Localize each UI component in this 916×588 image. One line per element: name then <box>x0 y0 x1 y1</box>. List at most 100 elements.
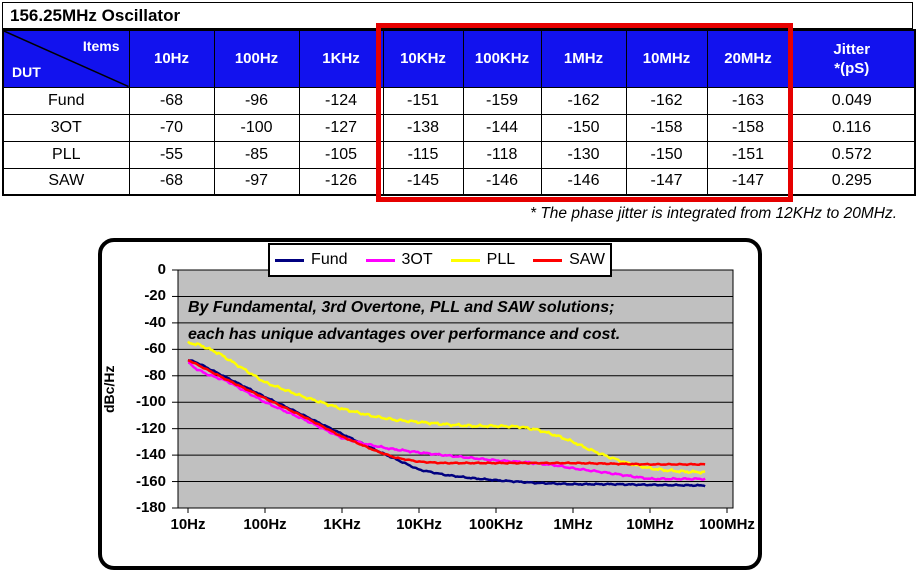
table-header-row: Items DUT 10Hz 100Hz 1KHz 10KHz 100KHz 1… <box>2 29 916 88</box>
cell-saw-20mhz: -147 <box>706 167 790 196</box>
cell-saw-10hz: -68 <box>128 167 215 196</box>
cell-pll-1khz: -105 <box>298 140 384 169</box>
cell-pll-1mhz: -130 <box>540 140 627 169</box>
phase-noise-chart: dBc/Hz Fund 3OT PLL SAW By Fundamental, … <box>98 238 762 570</box>
table-row-pll: PLL -55 -85 -105 -115 -118 -130 -150 -15… <box>2 140 916 169</box>
y-axis-tick-label: -120 <box>135 419 166 437</box>
row-label-3ot: 3OT <box>2 113 130 142</box>
cell-fund-10mhz: -162 <box>625 86 708 115</box>
x-axis-tick-label: 100MHz <box>699 516 755 533</box>
cell-pll-jitter: 0.572 <box>788 140 916 169</box>
y-axis-tick-label: -20 <box>144 287 166 305</box>
col-header-1mhz: 1MHz <box>540 29 627 88</box>
cell-saw-100hz: -97 <box>213 167 300 196</box>
x-axis-tick-label: 100Hz <box>243 516 287 533</box>
cell-fund-100khz: -159 <box>462 86 542 115</box>
corner-items-label: Items <box>82 38 120 54</box>
annotation-line1: By Fundamental, 3rd Overtone, PLL and SA… <box>188 299 615 316</box>
annotation-line2: each has unique advantages over performa… <box>188 326 621 343</box>
diagonal-divider <box>4 31 129 87</box>
x-axis-tick-label: 100KHz <box>468 516 524 533</box>
table-row-saw: SAW -68 -97 -126 -145 -146 -146 -147 -14… <box>2 167 916 196</box>
corner-dut-label: DUT <box>12 63 41 80</box>
cell-saw-10khz: -145 <box>382 167 464 196</box>
x-axis-tick-label: 1KHz <box>323 516 361 533</box>
cell-fund-20mhz: -163 <box>706 86 790 115</box>
fund-line-swatch <box>275 258 305 262</box>
cell-saw-jitter: 0.295 <box>788 167 916 196</box>
cell-fund-10hz: -68 <box>128 86 215 115</box>
row-label-saw: SAW <box>2 167 130 196</box>
legend-item-3ot: 3OT <box>365 251 433 269</box>
series-line-3ot <box>187 361 706 481</box>
cell-3ot-10hz: -70 <box>128 113 215 142</box>
jitter-label-line1: Jitter <box>833 40 871 58</box>
legend-item-saw: SAW <box>533 251 605 269</box>
col-header-100hz: 100Hz <box>213 29 300 88</box>
legend-label-3ot: 3OT <box>401 251 433 268</box>
col-header-1khz: 1KHz <box>298 29 384 88</box>
cell-3ot-1khz: -127 <box>298 113 384 142</box>
y-axis-tick-label: -100 <box>135 393 166 411</box>
cell-3ot-jitter: 0.116 <box>788 113 916 142</box>
cell-saw-1mhz: -146 <box>540 167 627 196</box>
cell-pll-100hz: -85 <box>213 140 300 169</box>
y-axis-tick-label: 0 <box>157 261 166 278</box>
cell-fund-1khz: -124 <box>298 86 384 115</box>
cell-pll-100khz: -118 <box>462 140 542 169</box>
cell-pll-10hz: -55 <box>128 140 215 169</box>
chart-annotation: By Fundamental, 3rd Overtone, PLL and SA… <box>188 294 620 348</box>
jitter-footnote: * The phase jitter is integrated from 12… <box>530 205 897 222</box>
series-line-saw <box>187 358 706 467</box>
series-line-pll <box>187 340 706 475</box>
x-axis-tick-label: 10KHz <box>396 516 442 533</box>
cell-fund-jitter: 0.049 <box>788 86 916 115</box>
col-header-10mhz: 10MHz <box>625 29 708 88</box>
legend-label-saw: SAW <box>569 251 605 268</box>
legend-item-fund: Fund <box>275 251 348 269</box>
jitter-label-line2: *(pS) <box>834 59 870 77</box>
phase-noise-table: Items DUT 10Hz 100Hz 1KHz 10KHz 100KHz 1… <box>2 29 916 196</box>
col-header-jitter: Jitter *(pS) <box>788 29 916 88</box>
x-axis-tick-label: 1MHz <box>553 516 593 533</box>
table-row-fund: Fund -68 -96 -124 -151 -159 -162 -162 -1… <box>2 86 916 115</box>
cell-3ot-1mhz: -150 <box>540 113 627 142</box>
legend-label-pll: PLL <box>486 251 516 268</box>
row-label-pll: PLL <box>2 140 130 169</box>
page-title: 156.25MHz Oscillator <box>2 2 913 29</box>
chart-legend: Fund 3OT PLL SAW <box>268 243 612 277</box>
plot-area <box>172 269 734 513</box>
legend-item-pll: PLL <box>450 251 516 269</box>
col-header-100khz: 100KHz <box>462 29 542 88</box>
cell-pll-20mhz: -151 <box>706 140 790 169</box>
y-axis-tick-label: -80 <box>144 366 166 384</box>
cell-pll-10mhz: -150 <box>625 140 708 169</box>
cell-pll-10khz: -115 <box>382 140 464 169</box>
cell-3ot-100hz: -100 <box>213 113 300 142</box>
y-axis-tick-label: -40 <box>144 313 166 331</box>
cell-fund-1mhz: -162 <box>540 86 627 115</box>
col-header-20mhz: 20MHz <box>706 29 790 88</box>
col-header-10khz: 10KHz <box>382 29 464 88</box>
x-axis-tick-label: 10MHz <box>626 516 674 533</box>
row-label-fund: Fund <box>2 86 130 115</box>
y-axis-tick-label: -180 <box>135 499 166 516</box>
cell-saw-1khz: -126 <box>298 167 384 196</box>
cell-fund-100hz: -96 <box>213 86 300 115</box>
cell-3ot-100khz: -144 <box>462 113 542 142</box>
cell-3ot-20mhz: -158 <box>706 113 790 142</box>
cell-3ot-10khz: -138 <box>382 113 464 142</box>
cell-3ot-10mhz: -158 <box>625 113 708 142</box>
legend-label-fund: Fund <box>311 251 348 268</box>
3ot-line-swatch <box>365 258 395 262</box>
x-axis-tick-label: 10Hz <box>170 516 206 533</box>
col-header-10hz: 10Hz <box>128 29 215 88</box>
cell-saw-100khz: -146 <box>462 167 542 196</box>
table-row-3ot: 3OT -70 -100 -127 -138 -144 -150 -158 -1… <box>2 113 916 142</box>
corner-cell: Items DUT <box>2 29 130 88</box>
y-axis-tick-label: -140 <box>135 446 166 464</box>
saw-line-swatch <box>533 258 563 262</box>
y-axis-tick-label: -60 <box>144 340 166 358</box>
cell-fund-10khz: -151 <box>382 86 464 115</box>
